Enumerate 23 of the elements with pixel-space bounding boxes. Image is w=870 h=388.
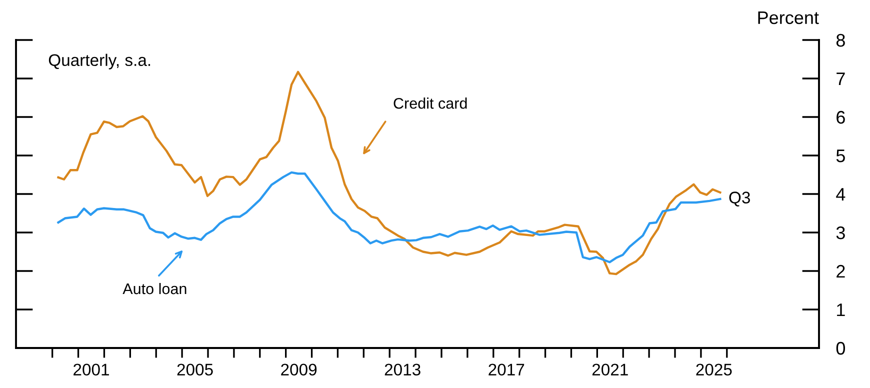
x-tick-label: 2005 (177, 364, 213, 376)
y-tick-label: 5 (836, 150, 845, 162)
y-axis-title: Percent (758, 12, 819, 24)
x-tick-label: 2017 (488, 364, 524, 376)
line-series (57, 171, 722, 264)
y-tick-label: 7 (836, 72, 845, 86)
annotation: Auto loan (122, 282, 186, 294)
y-tick-label: 3 (836, 226, 845, 240)
y-tick-label: 8 (836, 34, 845, 47)
x-tick-label: 2013 (384, 364, 420, 376)
y-tick-label: 1 (837, 304, 845, 316)
x-tick-label: 2009 (281, 364, 317, 376)
y-tick-label: 4 (836, 188, 846, 201)
x-tick-label: 2001 (74, 364, 109, 376)
x-tick-label: 2025 (696, 364, 732, 376)
y-tick-label: 0 (836, 342, 845, 355)
y-tick-label: 2 (836, 264, 845, 278)
y-tick-label: 6 (836, 110, 845, 124)
x-tick-label: 2021 (592, 364, 628, 376)
annotation: Q3 (729, 192, 750, 206)
annotation: Quarterly, s.a. (48, 54, 150, 70)
annotation: Credit card (394, 98, 467, 109)
line-series (57, 70, 722, 276)
